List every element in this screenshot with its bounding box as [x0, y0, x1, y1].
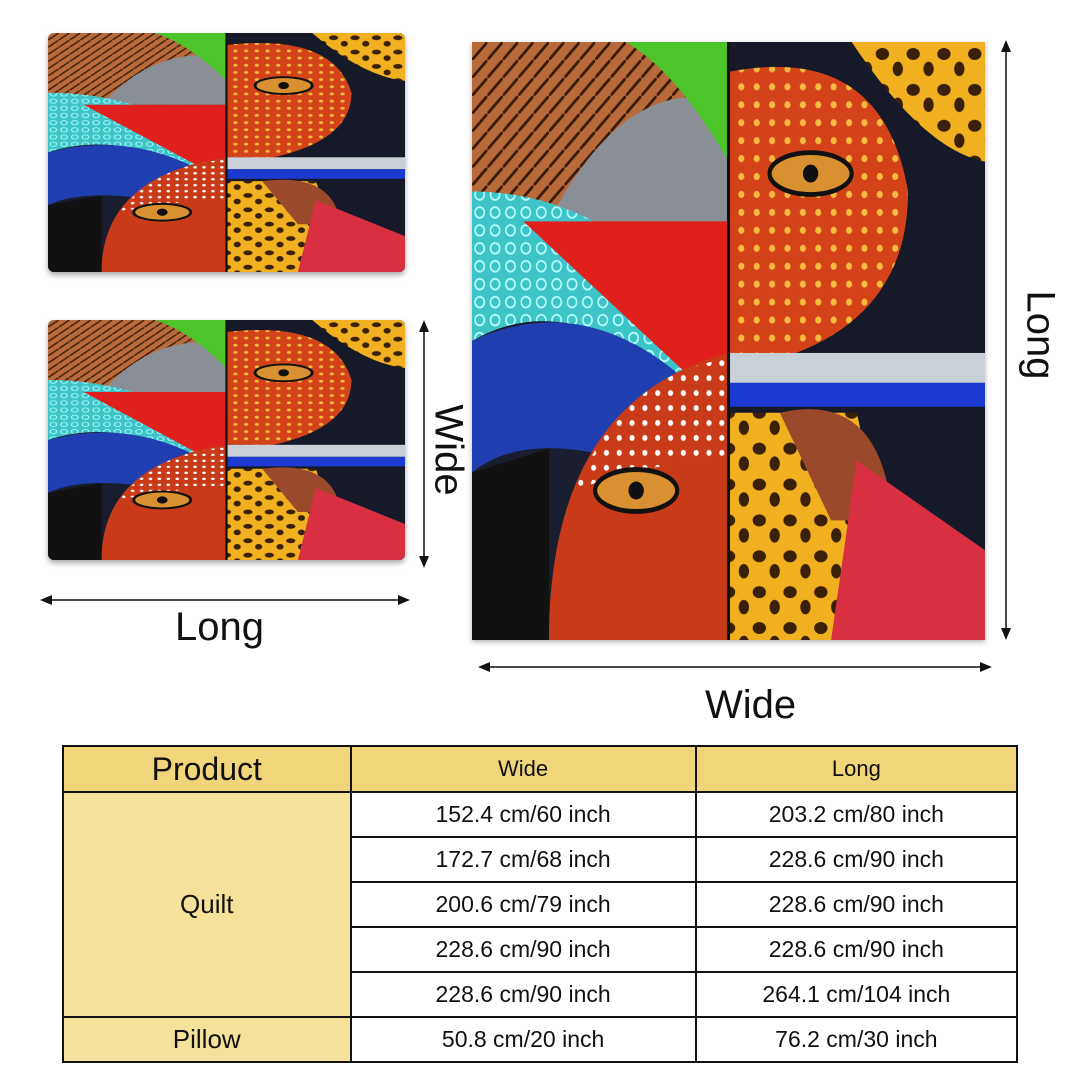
table-row: 200.6 cm/79 inch 228.6 cm/90 inch	[63, 881, 1019, 928]
pillow-category: Pillow	[62, 1016, 352, 1063]
quilt-wide-label: Wide	[705, 683, 797, 727]
pillow-wide-arrow	[419, 320, 429, 568]
pillow-long-cell: 76.2 cm/30 inch	[694, 1016, 1019, 1063]
header-product: Product	[62, 745, 352, 793]
table-row: 228.6 cm/90 inch 264.1 cm/104 inch	[63, 971, 1019, 1018]
quilt-long-cell: 228.6 cm/90 inch	[694, 881, 1019, 928]
size-table: Product Wide Long Quilt 152.4 cm/60 inch…	[62, 745, 1019, 1063]
pillow-long-label: Long	[175, 605, 264, 649]
table-row: Pillow 50.8 cm/20 inch 76.2 cm/30 inch	[62, 1016, 1019, 1063]
pillow-image-top	[48, 33, 405, 272]
quilt-wide-cell: 200.6 cm/79 inch	[349, 881, 697, 928]
table-row: 172.7 cm/68 inch 228.6 cm/90 inch	[63, 836, 1019, 883]
quilt-long-cell: 228.6 cm/90 inch	[694, 926, 1019, 973]
pillow-long-arrow	[40, 595, 410, 605]
quilt-wide-cell: 152.4 cm/60 inch	[349, 791, 697, 838]
table-header-row: Product Wide Long	[62, 745, 1019, 793]
quilt-wide-cell: 228.6 cm/90 inch	[349, 926, 697, 973]
pillow-wide-cell: 50.8 cm/20 inch	[349, 1016, 697, 1063]
quilt-wide-cell: 172.7 cm/68 inch	[349, 836, 697, 883]
pillow-wide-label: Wide	[426, 404, 471, 496]
table-row: 228.6 cm/90 inch 228.6 cm/90 inch	[63, 926, 1019, 973]
quilt-long-cell: 228.6 cm/90 inch	[694, 836, 1019, 883]
quilt-long-cell: 264.1 cm/104 inch	[694, 971, 1019, 1018]
header-wide: Wide	[349, 745, 697, 793]
quilt-long-cell: 203.2 cm/80 inch	[694, 791, 1019, 838]
quilt-image	[472, 42, 985, 640]
quilt-wide-cell: 228.6 cm/90 inch	[349, 971, 697, 1018]
pillow-image-bottom	[48, 320, 405, 560]
quilt-wide-arrow	[478, 662, 992, 672]
quilt-long-label: Long	[1018, 290, 1063, 380]
quilt-category: Quilt	[62, 791, 352, 1018]
quilt-long-arrow	[1001, 40, 1011, 640]
header-long: Long	[694, 745, 1019, 793]
table-row: Quilt 152.4 cm/60 inch 203.2 cm/80 inch	[62, 791, 1019, 1018]
